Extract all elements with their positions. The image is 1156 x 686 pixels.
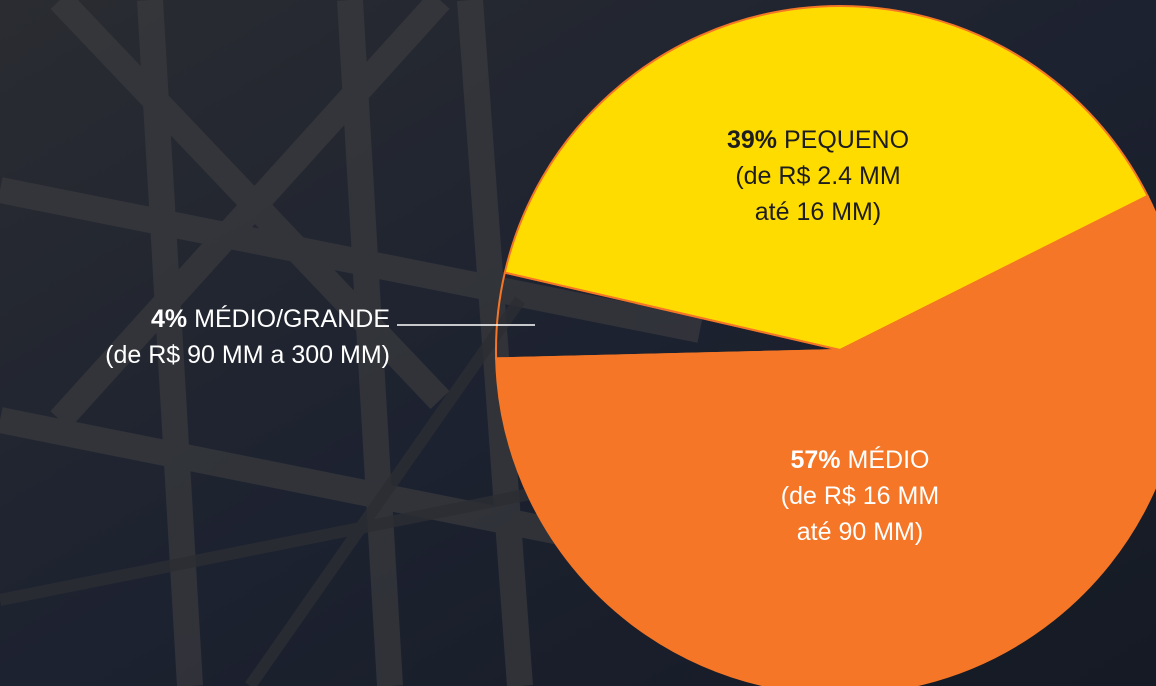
category-label: MÉDIO/GRANDE [194,304,390,333]
slice-sublabel: até 90 MM) [797,518,923,546]
category-label: MÉDIO [848,445,930,474]
slice-label: 57%MÉDIO [791,445,930,474]
slice-label: 4%MÉDIO/GRANDE [151,304,390,333]
slice-sublabel: (de R$ 90 MM a 300 MM) [105,341,390,369]
value-label: 39% [727,126,777,154]
slice-label: 39%PEQUENO [727,126,909,154]
chart: 39%PEQUENO(de R$ 2.4 MMaté 16 MM)4%MÉDIO… [0,0,1156,686]
slice-sublabel: (de R$ 16 MM [781,482,939,510]
value-label: 4% [151,305,187,333]
slice-sublabel: (de R$ 2.4 MM [735,162,900,190]
category-label: PEQUENO [784,126,909,154]
slice-sublabel: até 16 MM) [755,198,881,226]
value-label: 57% [791,446,841,474]
